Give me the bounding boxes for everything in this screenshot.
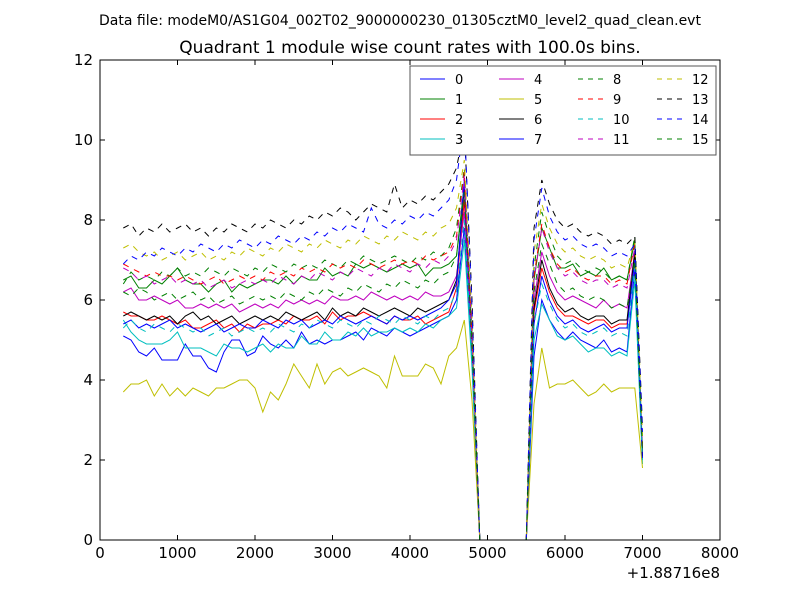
legend-label-1: 1 [455,93,463,108]
legend-label-9: 9 [613,93,621,108]
legend-label-15: 15 [692,133,709,148]
series-line-14 [122,119,643,541]
series-line-12 [123,159,643,541]
y-tick-label: 12 [74,51,93,69]
x-tick-label: 5000 [468,544,506,562]
legend-label-8: 8 [613,73,621,88]
series-line-15 [123,191,643,541]
legend-label-2: 2 [455,113,463,128]
x-tick-label: 8000 [701,544,739,562]
legend-box [409,65,717,156]
series-line-10 [122,219,643,541]
y-tick-label: 6 [83,291,93,309]
legend-label-0: 0 [455,73,463,88]
y-tick-label: 4 [83,371,93,389]
series-line-8 [122,167,643,541]
x-tick-label: 3000 [313,544,351,562]
series-line-9 [123,171,643,541]
x-tick-label: 0 [95,544,105,562]
legend-label-7: 7 [534,133,542,148]
series-line-1 [123,183,643,541]
legend-label-5: 5 [534,93,542,108]
legend-label-6: 6 [534,113,542,128]
series-line-5 [122,319,643,541]
x-tick-label: 6000 [546,544,584,562]
legend-label-10: 10 [613,113,630,128]
series-line-11 [123,175,643,541]
series-line-6 [123,187,643,541]
axis-ticks: 0 1000 2000 3000 4000 5000 6000 7000 80000246810… [74,51,739,562]
plot-lines [122,119,643,541]
x-offset-label: +1.88716e8 [627,564,720,582]
x-tick-label: 2000 [236,544,274,562]
y-tick-label: 10 [74,131,93,149]
data-file-header: Data file: modeM0/AS1G04_002T02_90000002… [99,13,701,29]
x-tick-label: 4000 [391,544,429,562]
legend-label-11: 11 [613,133,630,148]
legend-label-4: 4 [534,73,542,88]
x-tick-label: 1000 [158,544,196,562]
series-line-3 [122,239,643,541]
legend-label-14: 14 [692,113,709,128]
y-tick-label: 0 [83,531,93,549]
x-tick-label: 7000 [623,544,661,562]
legend-label-3: 3 [455,133,463,148]
series-line-13 [123,127,643,541]
series-line-7 [123,179,643,541]
y-tick-label: 2 [83,451,93,469]
y-tick-label: 8 [83,211,93,229]
series-line-4 [123,211,643,541]
legend-label-13: 13 [692,93,709,108]
legend-label-12: 12 [692,73,709,88]
series-line-0 [123,227,643,541]
chart-title: Quadrant 1 module wise count rates with … [179,38,640,58]
